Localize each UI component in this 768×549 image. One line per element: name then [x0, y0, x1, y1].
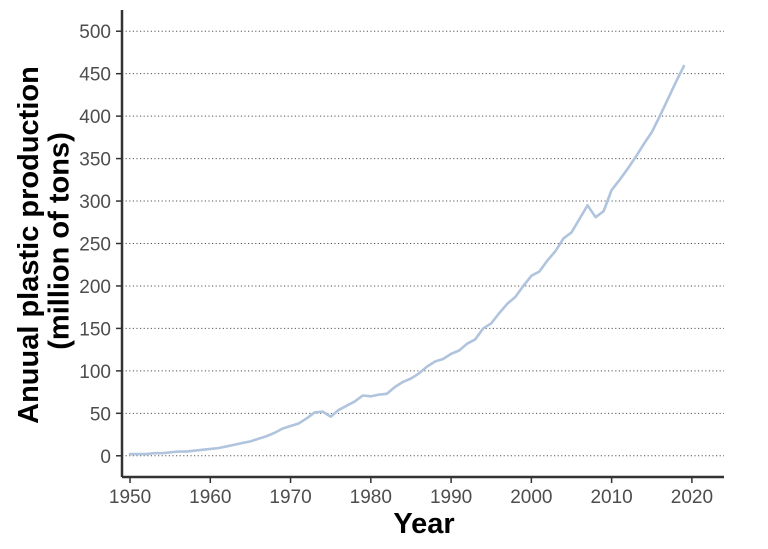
y-axis-title-line-2: (million of tons): [44, 132, 76, 349]
y-axis-title-line-1: Anuual plastic production: [13, 66, 45, 424]
y-tick-label: 100: [79, 362, 111, 383]
x-axis-ticks: 1950 1960 1970 1980 1990 2000 2010 2020: [109, 477, 713, 508]
gridlines: [122, 30, 724, 457]
x-tick-label: 2000: [510, 487, 552, 508]
x-axis-title: Year: [393, 508, 454, 540]
y-tick-label: 150: [79, 319, 111, 340]
x-tick-label: 1960: [189, 487, 231, 508]
x-tick-label: 1990: [430, 487, 472, 508]
y-axis-ticks: 0 50 100 150 200 250 300 350 400 450 500: [79, 22, 122, 468]
y-tick-label: 50: [90, 404, 111, 425]
x-tick-label: 2020: [671, 487, 713, 508]
series-line: [128, 64, 686, 456]
x-tick-label: 1980: [350, 487, 392, 508]
x-tick-label: 2010: [590, 487, 632, 508]
y-tick-label: 400: [79, 107, 111, 128]
x-tick-label: 1970: [269, 487, 311, 508]
y-tick-label: 350: [79, 150, 111, 171]
y-tick-label: 300: [79, 192, 111, 213]
y-axis-title: Anuual plastic production (million of to…: [13, 58, 75, 424]
x-tick-label: 1950: [109, 487, 151, 508]
y-tick-label: 0: [100, 447, 111, 468]
y-tick-label: 250: [79, 235, 111, 256]
y-tick-label: 450: [79, 65, 111, 86]
y-tick-label: 200: [79, 277, 111, 298]
y-tick-label: 500: [79, 22, 111, 43]
plot-area: [128, 64, 686, 456]
